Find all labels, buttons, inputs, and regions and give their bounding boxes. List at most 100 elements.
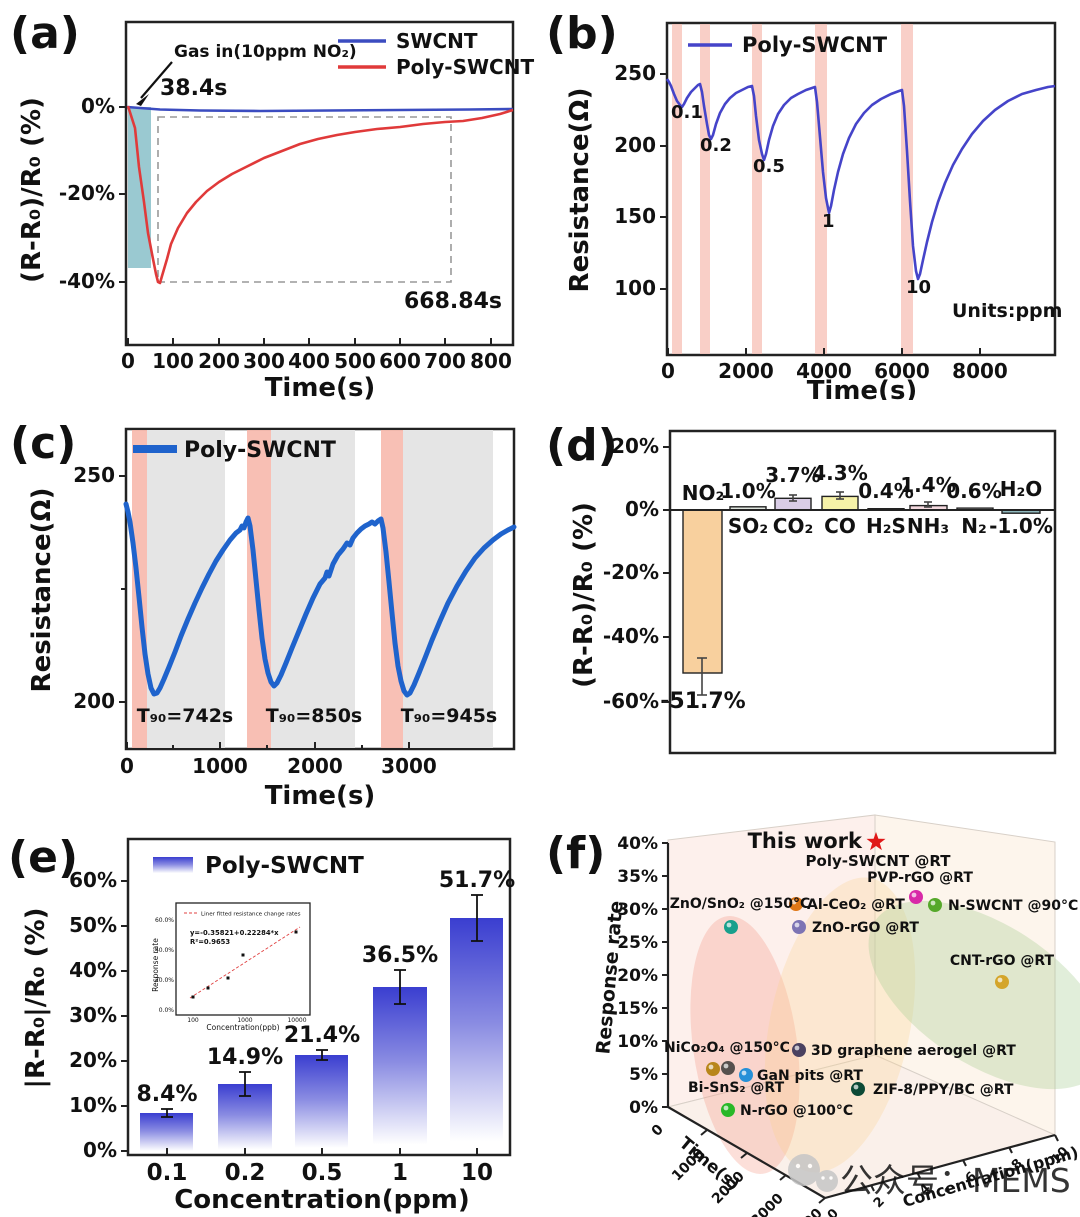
- sphere-cnt-rgo: [995, 975, 1009, 989]
- svg-text:40%: 40%: [69, 958, 117, 982]
- svg-text:10%: 10%: [69, 1093, 117, 1117]
- svg-text:200: 200: [198, 349, 240, 373]
- label-pvp-rgo: PVP-rGO @RT: [867, 870, 973, 886]
- gas-in-annotation: Gas in(10ppm NO₂): [174, 42, 357, 62]
- panel-c-legend: Poly-SWCNT: [133, 438, 336, 463]
- svg-text:15%: 15%: [617, 999, 658, 1019]
- svg-text:10: 10: [906, 277, 931, 298]
- svg-text:36.5%: 36.5%: [362, 943, 438, 968]
- panel-d-plot-border: [668, 429, 1057, 755]
- svg-text:0.0%: 0.0%: [159, 1007, 175, 1014]
- panel-a-legend: SWCNT Poly-SWCNT: [338, 29, 534, 79]
- label-al-ceo2: Al-CeO₂ @RT: [807, 897, 905, 913]
- panel-f: (f) 40% 35% 30% 25% 20% 15% 10% 5% 0% Re…: [546, 814, 1080, 1217]
- svg-text:100: 100: [187, 1017, 199, 1024]
- label-zno-rgo: ZnO-rGO @RT: [812, 920, 919, 936]
- svg-text:0: 0: [121, 349, 135, 373]
- svg-text:500: 500: [334, 349, 376, 373]
- highlight: [708, 1064, 714, 1070]
- svg-text:0%: 0%: [81, 94, 115, 118]
- svg-text:-40%: -40%: [603, 624, 659, 648]
- panel-a-xticks: 0 100 200 300 400 500 600 700 800: [121, 338, 512, 373]
- svg-text:5%: 5%: [629, 1065, 658, 1085]
- gas-in-arrow: [140, 61, 173, 99]
- label-zno-sno2: ZnO/SnO₂ @150°C: [670, 896, 811, 912]
- units-note: Units:ppm: [952, 300, 1062, 322]
- legend-poly-label: Poly-SWCNT: [396, 55, 534, 79]
- panel-b: (b) Poly-SWCNT 0.1 0.2 0.5 1 10 Units:pp…: [546, 8, 1062, 400]
- sphere-zno-sno2: [724, 920, 738, 934]
- svg-text:14.9%: 14.9%: [207, 1045, 283, 1070]
- label-bi-sns2: Bi-SnS₂ @RT: [688, 1080, 785, 1096]
- svg-text:30%: 30%: [617, 900, 658, 920]
- label-zif8: ZIF-8/PPY/BC @RT: [873, 1082, 1014, 1098]
- this-work-title: This work Poly-SWCNT @RT: [748, 829, 952, 870]
- legend-swcnt-label: SWCNT: [396, 29, 478, 53]
- panel-a-ylabel: (R-R₀)/R₀ (%): [17, 97, 47, 283]
- svg-text:0.1: 0.1: [671, 102, 703, 123]
- svg-text:300: 300: [243, 349, 285, 373]
- svg-text:4000: 4000: [796, 359, 852, 383]
- label-cnt-rgo: CNT-rGO @RT: [950, 953, 1055, 969]
- left-cluster-ellipse: [690, 916, 800, 1174]
- svg-text:100: 100: [152, 349, 194, 373]
- legend-gradient-swatch: [153, 857, 193, 874]
- highlight: [911, 892, 917, 898]
- bar-no2: [682, 509, 723, 674]
- svg-text:1: 1: [822, 211, 835, 232]
- svg-text:10000: 10000: [287, 1017, 306, 1024]
- legend-poly-swcnt-label: Poly-SWCNT: [184, 438, 336, 463]
- panel-b-xlabel: Time(s): [807, 376, 918, 400]
- highlight: [794, 922, 800, 928]
- svg-text:2000: 2000: [287, 754, 343, 778]
- svg-text:6000: 6000: [874, 359, 930, 383]
- svg-text:CO: CO: [824, 514, 856, 538]
- panel-b-letter: (b): [546, 8, 618, 59]
- svg-text:40%: 40%: [617, 834, 658, 854]
- inset-border: [175, 902, 311, 1016]
- panel-e-legend: Poly-SWCNT: [153, 853, 364, 879]
- point-label-poly-swcnt: Poly-SWCNT @RT: [806, 852, 952, 870]
- svg-text:-1.0%: -1.0%: [989, 514, 1053, 538]
- svg-text:0.2: 0.2: [700, 135, 732, 156]
- label-graphene-aerogel: 3D graphene aerogel @RT: [811, 1043, 1016, 1059]
- highlight: [723, 1105, 729, 1111]
- svg-text:-40%: -40%: [59, 269, 115, 293]
- svg-text:40.0%: 40.0%: [155, 947, 174, 954]
- inset-ylabel: Response rate: [151, 938, 160, 992]
- panel-c: (c) Poly-SWCNT T₉₀=742s T₉₀=850s T₉₀=945…: [10, 418, 517, 810]
- panel-a-xlabel: Time(s): [265, 373, 376, 400]
- svg-text:H₂O: H₂O: [1000, 477, 1043, 501]
- inset-data-points: [191, 930, 298, 999]
- highlight: [726, 922, 732, 928]
- sphere-n-swcnt: [928, 898, 942, 912]
- svg-text:1000: 1000: [192, 754, 248, 778]
- gas-name-labels: NO₂ SO₂ CO₂ CO H₂S NH₃ N₂ H₂O: [682, 477, 1043, 538]
- panel-a-letter: (a): [10, 8, 80, 59]
- panel-c-xlabel: Time(s): [265, 781, 376, 810]
- label-n-swcnt: N-SWCNT @90°C: [948, 898, 1078, 914]
- svg-text:T₉₀=850s: T₉₀=850s: [266, 705, 363, 727]
- this-work-star-icon: [866, 832, 886, 851]
- svg-text:0.4%: 0.4%: [858, 479, 913, 503]
- scatter-point-labels: ZnO/SnO₂ @150°C Al-CeO₂ @RT ZnO-rGO @RT …: [664, 870, 1078, 1119]
- svg-text:30%: 30%: [69, 1003, 117, 1027]
- poly-swcnt-resistance-line: [665, 78, 1056, 281]
- panel-e-yticks: 60% 50% 40% 30% 20% 10% 0%: [69, 868, 128, 1162]
- label-n-rgo: N-rGO @100°C: [740, 1103, 853, 1119]
- error-bars: [697, 491, 932, 696]
- panel-b-xticks: 0 2000 4000 6000 8000: [661, 348, 1008, 383]
- svg-text:-60%: -60%: [603, 689, 659, 713]
- svg-text:60%: 60%: [69, 868, 117, 892]
- linear-fit-inset: Liner fitted resistance change rates y=-…: [151, 902, 311, 1032]
- panel-b-legend: Poly-SWCNT: [688, 33, 888, 57]
- panel-d-letter: (d): [546, 420, 618, 471]
- right-cluster-ellipse: [868, 900, 1080, 1090]
- label-gan-pits: GaN pits @RT: [757, 1068, 863, 1084]
- sphere-bi-sns2: [721, 1061, 735, 1075]
- svg-text:4000: 4000: [787, 1205, 826, 1217]
- gas-in-arrowhead: [136, 94, 149, 106]
- svg-text:4.3%: 4.3%: [812, 461, 867, 485]
- svg-text:200: 200: [73, 689, 115, 713]
